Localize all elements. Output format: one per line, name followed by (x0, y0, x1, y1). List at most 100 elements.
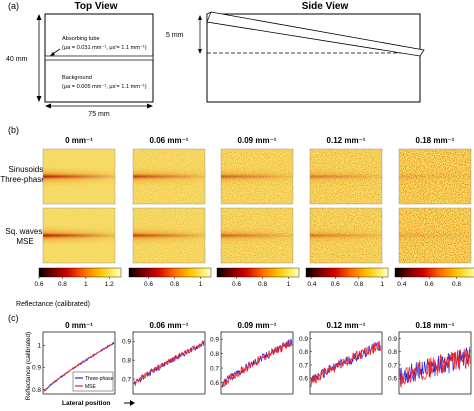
profile-plot: 0.06 mm⁻¹ 0.7 0.8 0.9 (122, 321, 206, 395)
map-frame (132, 148, 206, 205)
tube-contrast-band (43, 223, 115, 248)
colorbar-tick-label: 1 (287, 281, 291, 288)
series-mse (221, 339, 293, 388)
colorbar-tick-label: 1 (380, 281, 384, 288)
map-frame (220, 207, 294, 264)
width-arrow-right (147, 103, 153, 109)
colorbar-tick-label: 0.6 (144, 281, 153, 288)
y-tick-label: 0.8 (299, 349, 308, 356)
tube-contrast-band (133, 223, 205, 248)
y-tick-label: 0.7 (122, 376, 131, 383)
colorbar (38, 267, 122, 278)
plot-frame (309, 331, 383, 395)
side-view-phantom (206, 13, 421, 103)
tube-contrast-band (310, 223, 382, 248)
y-tick-label: 0.7 (210, 365, 219, 372)
map-frame (132, 207, 206, 264)
map-frame (309, 148, 383, 205)
plot-title: 0.09 mm⁻¹ (238, 321, 277, 330)
profile-plots: 0 mm⁻¹ 0.8 0.9 1 Three-phase MSE 0.06 mm⁻¹0.70… (32, 321, 472, 395)
tube-props: (μa = 0.031 mm⁻¹, μs′= 1.1 mm⁻¹) (62, 45, 147, 51)
height-label: 40 mm (6, 56, 28, 63)
row-label-2-line1: Sq. waves, (5, 227, 44, 236)
colorbar (216, 267, 300, 278)
side-view: Side View 5 mm (166, 1, 425, 103)
reflectance-map (42, 148, 116, 205)
y-tick-label: 1 (37, 343, 41, 350)
depth-arrow-bottom (198, 49, 202, 54)
absorbing-tube-top (44, 55, 154, 61)
background-props: (μa = 0.005 mm⁻¹, μs′= 1.1 mm⁻¹) (62, 84, 147, 90)
profile-plot: 0.09 mm⁻¹ 0.6 0.7 0.8 0.9 (210, 321, 294, 395)
panel-c-xlabel: Lateral position (62, 400, 110, 407)
y-tick-label: 0.7 (388, 362, 397, 369)
width-arrow-left (45, 103, 51, 109)
colorbar-tick-label: 1.2 (105, 281, 114, 288)
y-tick-label: 0.8 (210, 351, 219, 358)
reflectance-maps (42, 148, 472, 264)
tube-contrast-band (399, 223, 471, 248)
colorbar-tick-label: 0.8 (258, 281, 267, 288)
y-tick-label: 0.6 (388, 375, 397, 382)
legend-label-three-phase: Three-phase (85, 376, 114, 382)
colorbar-tick-label: 0.4 (307, 281, 316, 288)
tube-contrast-band (221, 164, 293, 189)
colorbar-tick-label: 1 (199, 281, 203, 288)
legend-label-mse: MSE (85, 384, 97, 390)
depth-arrow-top (198, 15, 202, 20)
reflectance-map (220, 207, 294, 264)
plot-title: 0.18 mm⁻¹ (416, 321, 455, 330)
row-label-1-line1: Sinusoids, (9, 165, 46, 174)
colorbar-label: Reflectance (calibrated) (16, 301, 90, 308)
map-frame (42, 207, 116, 264)
column-header: 0 mm⁻¹ (65, 136, 93, 145)
panel-a: (a) Top View Absorbing tube (μa = 0.031 … (6, 1, 425, 118)
colorbar-tick-label: 0.6 (34, 281, 43, 288)
height-arrow-bottom (36, 96, 42, 102)
absorbing-tube-side (206, 11, 425, 57)
reflectance-map (132, 207, 206, 264)
colorbar (305, 267, 389, 278)
map-frame (220, 148, 294, 205)
panel-c-ylabel: Reflectance (calibrated) (25, 332, 32, 401)
colorbar-tick-label: 0.6 (425, 281, 434, 288)
tube-contrast-band (43, 164, 115, 189)
column-header: 0.18 mm⁻¹ (416, 136, 455, 145)
series-mse (310, 340, 382, 384)
series-mse (399, 346, 471, 388)
map-frame (398, 148, 472, 205)
colorbar-tick-label: 0.4 (397, 281, 406, 288)
column-header: 0.09 mm⁻¹ (238, 136, 277, 145)
plot-title: 0.12 mm⁻¹ (327, 321, 366, 330)
reflectance-map (398, 148, 472, 205)
panel-c-label: (c) (8, 313, 19, 323)
reflectance-map (42, 207, 116, 264)
colorbar-tick-label: 0.8 (354, 281, 363, 288)
series-mse (43, 341, 115, 392)
plot-title: 0 mm⁻¹ (65, 321, 93, 330)
map-frame (398, 207, 472, 264)
series-mse (133, 340, 205, 387)
reflectance-map (309, 207, 383, 264)
y-tick-label: 0.8 (32, 387, 41, 394)
y-tick-label: 0.9 (299, 336, 308, 343)
row-label-2-line2: MSE (16, 237, 33, 246)
colorbar-tick-label: 0.8 (452, 281, 461, 288)
reflectance-map (132, 148, 206, 205)
y-tick-label: 0.9 (122, 339, 131, 346)
reflectance-map (309, 148, 383, 205)
y-tick-label: 0.9 (32, 365, 41, 372)
column-header: 0.12 mm⁻¹ (327, 136, 366, 145)
top-view: Top View Absorbing tube (μa = 0.031 mm⁻¹… (6, 1, 154, 118)
y-tick-label: 0.6 (299, 375, 308, 382)
reflectance-map (398, 207, 472, 264)
y-tick-label: 0.7 (299, 362, 308, 369)
column-headers: 0 mm⁻¹ 0.06 mm⁻¹ 0.09 mm⁻¹ 0.12 mm⁻¹ 0.18 mm… (65, 136, 455, 145)
colorbar-tick-label: 0.8 (170, 281, 179, 288)
profile-plot: 0.12 mm⁻¹ 0.6 0.7 0.8 0.9 (299, 321, 383, 395)
colorbar-tick-label: 0.8 (58, 281, 67, 288)
tube-pointer-arrowhead (50, 52, 55, 56)
panel-c: (c) Reflectance (calibrated) 0 mm⁻¹0.80.… (8, 313, 472, 407)
colorbar-tick-label: 1 (84, 281, 88, 288)
